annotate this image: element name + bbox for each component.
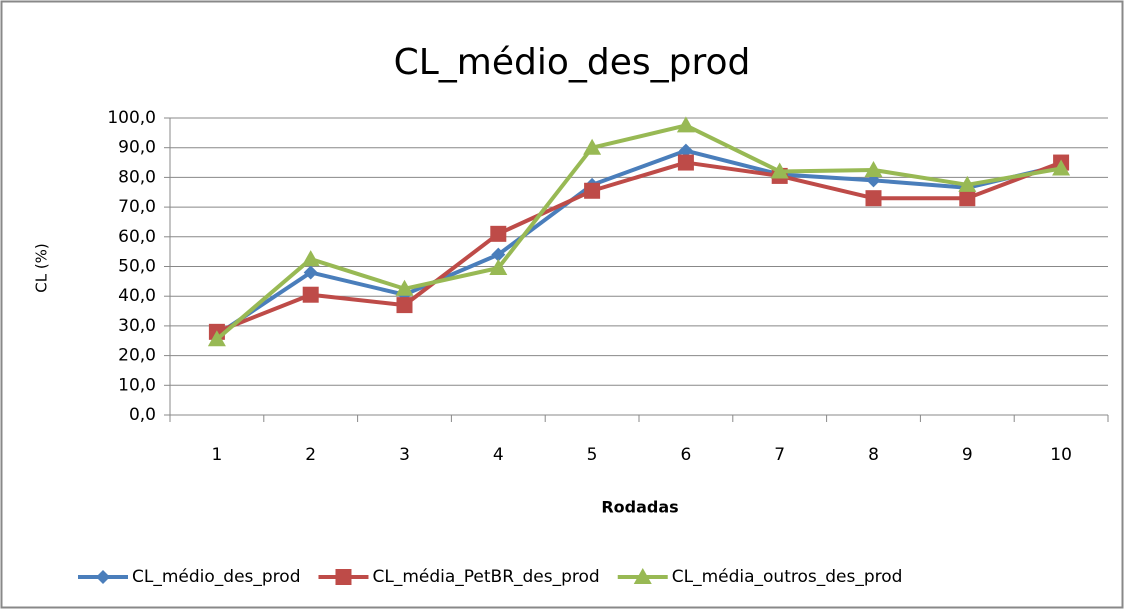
- data-point: [490, 225, 507, 242]
- x-tick-label: 8: [868, 445, 879, 465]
- x-tick-label: 7: [774, 445, 785, 465]
- x-tick-label: 3: [399, 445, 410, 465]
- x-tick-label: 1: [211, 445, 222, 465]
- series-line: [216, 160, 1062, 334]
- x-axis-label: Rodadas: [601, 498, 678, 517]
- data-point: [770, 162, 789, 179]
- series-line: [215, 123, 1062, 341]
- data-point: [676, 116, 695, 133]
- legend-marker: [633, 568, 652, 584]
- x-tick-label: 6: [680, 445, 691, 465]
- y-tick-label: 100,0: [107, 108, 156, 128]
- data-point: [958, 175, 977, 192]
- data-point: [303, 265, 318, 280]
- data-point: [584, 182, 601, 199]
- legend-label: CL_médio_des_prod: [132, 567, 300, 587]
- legend-marker: [96, 570, 110, 584]
- legend-label: CL_média_outros_des_prod: [672, 567, 903, 587]
- data-point: [1052, 159, 1071, 176]
- series-line: [215, 148, 1062, 337]
- x-tick-label: 9: [962, 445, 973, 465]
- data-point: [959, 190, 976, 207]
- y-tick-label: 10,0: [118, 375, 156, 395]
- y-tick-label: 70,0: [118, 197, 156, 217]
- y-tick-label: 30,0: [118, 316, 156, 336]
- data-point: [395, 279, 414, 296]
- data-point: [583, 138, 602, 155]
- data-point: [865, 190, 882, 207]
- data-point: [491, 247, 506, 262]
- x-tick-label: 4: [493, 445, 504, 465]
- data-point: [678, 143, 693, 158]
- y-tick-label: 0,0: [129, 405, 156, 425]
- legend-marker: [335, 569, 352, 585]
- y-axis-label: CL (%): [33, 243, 51, 293]
- data-point: [301, 250, 320, 267]
- data-point: [864, 160, 883, 177]
- x-tick-label: 2: [305, 445, 316, 465]
- y-tick-label: 90,0: [118, 138, 156, 158]
- y-tick-label: 50,0: [118, 257, 156, 277]
- y-tick-label: 20,0: [118, 346, 156, 366]
- data-point: [489, 258, 508, 275]
- data-point: [396, 297, 413, 314]
- chart-title: CL_médio_des_prod: [394, 42, 751, 83]
- data-point: [302, 286, 319, 303]
- y-tick-label: 40,0: [118, 286, 156, 306]
- legend-label: CL_média_PetBR_des_prod: [372, 567, 599, 587]
- y-tick-label: 80,0: [118, 167, 156, 187]
- data-point: [677, 154, 694, 171]
- x-tick-label: 10: [1050, 445, 1072, 465]
- x-tick-label: 5: [587, 445, 598, 465]
- y-tick-label: 60,0: [118, 227, 156, 247]
- data-point: [207, 330, 226, 347]
